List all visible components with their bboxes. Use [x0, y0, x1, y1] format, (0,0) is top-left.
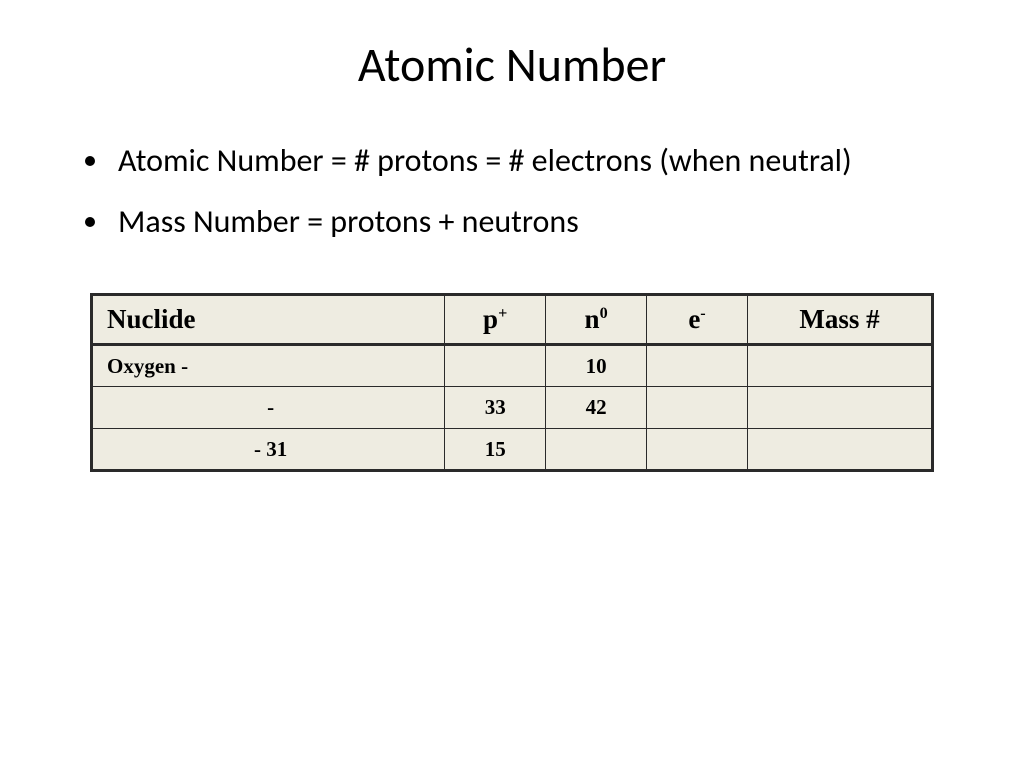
col-header-protons: p+ [445, 295, 546, 345]
cell-electrons [647, 345, 748, 387]
cell-nuclide: Oxygen - [92, 345, 445, 387]
bullet-list: Atomic Number = # protons = # electrons … [70, 139, 954, 243]
cell-electrons [647, 429, 748, 471]
cell-neutrons [546, 429, 647, 471]
cell-neutrons: 42 [546, 387, 647, 429]
col-header-nuclide: Nuclide [92, 295, 445, 345]
cell-electrons [647, 387, 748, 429]
cell-mass [747, 387, 932, 429]
cell-mass [747, 345, 932, 387]
table-row: - 31 15 [92, 429, 933, 471]
cell-mass [747, 429, 932, 471]
cell-nuclide: - 31 [92, 429, 445, 471]
nuclide-table: Nuclide p+ n0 e- Mass # Oxygen - 10 - 33… [90, 293, 934, 472]
cell-neutrons: 10 [546, 345, 647, 387]
cell-protons: 33 [445, 387, 546, 429]
cell-nuclide: - [92, 387, 445, 429]
table-row: - 33 42 [92, 387, 933, 429]
col-header-mass: Mass # [747, 295, 932, 345]
cell-protons: 15 [445, 429, 546, 471]
slide-title: Atomic Number [70, 35, 954, 94]
bullet-item: Mass Number = protons + neutrons [112, 200, 954, 243]
cell-protons [445, 345, 546, 387]
col-header-neutrons: n0 [546, 295, 647, 345]
table-header-row: Nuclide p+ n0 e- Mass # [92, 295, 933, 345]
bullet-item: Atomic Number = # protons = # electrons … [112, 139, 954, 182]
col-header-electrons: e- [647, 295, 748, 345]
table-row: Oxygen - 10 [92, 345, 933, 387]
